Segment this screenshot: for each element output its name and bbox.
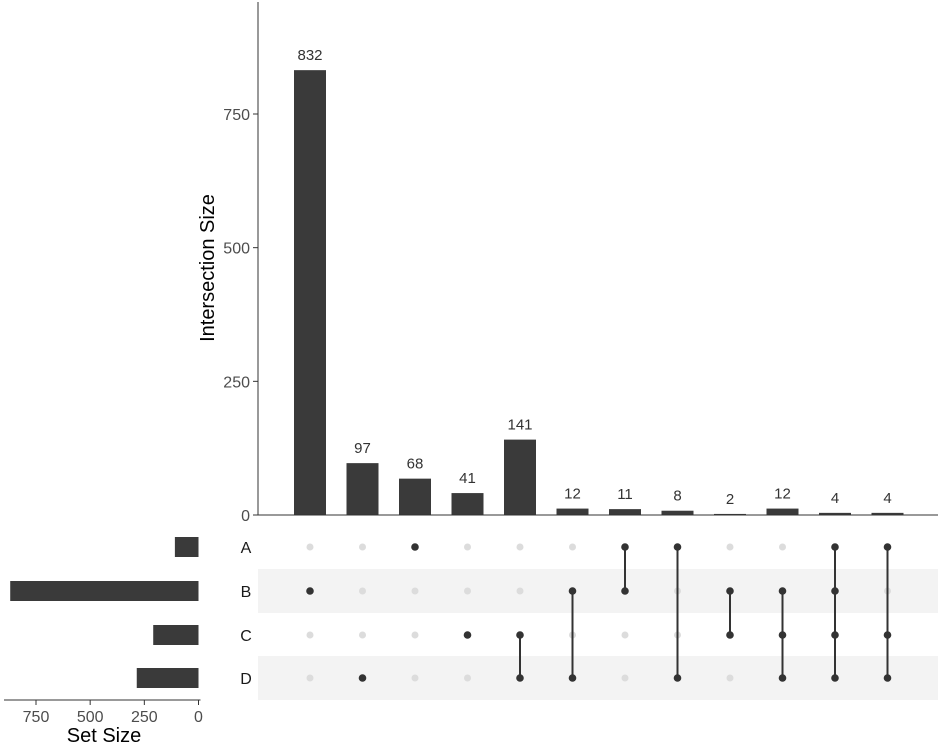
matrix-dot-active — [673, 674, 682, 682]
matrix-dot-inactive — [779, 543, 786, 551]
matrix-dot-active — [516, 674, 524, 682]
intersection-bar-label: 12 — [564, 486, 581, 503]
matrix-dot-inactive — [359, 543, 366, 551]
intersection-bar — [661, 510, 694, 515]
matrix-dot-inactive — [306, 543, 314, 551]
intersection-bar-label: 8 — [673, 488, 681, 505]
intersection-bar-label: 12 — [774, 486, 791, 503]
matrix-dot-active — [883, 631, 892, 639]
matrix-dot-active — [726, 631, 734, 639]
set-label-B: B — [241, 584, 252, 601]
intersection-bar-label: 97 — [354, 440, 371, 457]
matrix-dot-inactive — [516, 543, 524, 551]
intersection-bar-label: 2 — [726, 491, 734, 508]
set-size-tick-label: 500 — [77, 709, 104, 726]
matrix-dot-active — [726, 587, 734, 595]
intersection-bar — [294, 70, 326, 515]
intersection-bars — [294, 70, 904, 515]
intersection-bar-label: 4 — [883, 490, 891, 507]
set-size-bars — [10, 537, 199, 688]
matrix-dot-active — [831, 543, 839, 551]
matrix-dot-active — [621, 587, 629, 595]
set-size-axis: Set Size 750 500 250 0 — [4, 699, 203, 744]
intersection-bar — [346, 463, 379, 515]
matrix-dot-active — [306, 587, 314, 595]
matrix-dot-active — [778, 674, 787, 682]
intersection-bar-labels: 832 97 68 41 141 12 11 8 2 12 4 4 — [297, 47, 891, 508]
matrix-dot-inactive — [621, 631, 629, 639]
matrix-dot-active — [883, 674, 892, 682]
matrix-stripe-B — [258, 569, 938, 613]
matrix-dot-active — [831, 587, 839, 595]
y-axis: Intersection Size 0 250 500 750 — [197, 2, 938, 525]
intersection-bar — [871, 512, 904, 515]
matrix-dot-inactive — [306, 674, 314, 682]
y-axis-title: Intersection Size — [197, 194, 219, 342]
matrix-dot-inactive — [516, 587, 524, 595]
y-tick-label: 750 — [223, 107, 250, 124]
intersection-bar-label: 41 — [459, 470, 476, 487]
matrix-dot-active — [778, 587, 787, 595]
matrix-dot-inactive — [464, 674, 471, 682]
matrix-dot-active — [621, 543, 629, 551]
set-size-bar-A — [174, 537, 199, 557]
matrix-stripe-D — [258, 656, 938, 700]
y-tick-label: 0 — [241, 508, 250, 525]
intersection-bar-label: 832 — [297, 47, 322, 64]
matrix-dot-inactive — [726, 543, 734, 551]
matrix-dot-active — [358, 674, 367, 682]
intersection-bar-label: 141 — [507, 417, 532, 434]
set-label-A: A — [241, 540, 252, 557]
matrix-dot-inactive — [306, 631, 314, 639]
matrix-dot-inactive — [359, 587, 366, 595]
matrix-dot-inactive — [359, 631, 366, 639]
matrix-dot-active — [883, 543, 892, 551]
y-tick-label: 250 — [223, 374, 250, 391]
set-size-tick-label: 750 — [23, 709, 50, 726]
intersection-bar — [714, 513, 746, 515]
intersection-bar-label: 4 — [831, 490, 839, 507]
matrix-dot-inactive — [726, 674, 734, 682]
set-size-bar-B — [10, 581, 199, 601]
y-tick-label: 500 — [223, 241, 250, 258]
set-label-D: D — [240, 671, 252, 688]
matrix-dot-active — [673, 543, 682, 551]
intersection-bar — [399, 478, 431, 515]
set-size-bar-C — [153, 625, 199, 645]
set-size-bar-D — [136, 668, 199, 688]
matrix-dot-inactive — [569, 543, 576, 551]
matrix-dot-active — [516, 631, 524, 639]
matrix-dot-inactive — [411, 587, 419, 595]
set-size-tick-label: 250 — [131, 709, 158, 726]
matrix-dot-active — [411, 543, 419, 551]
matrix-stripes — [258, 569, 938, 700]
intersection-matrix — [306, 543, 892, 682]
matrix-dot-inactive — [411, 631, 419, 639]
intersection-bar-label: 68 — [407, 456, 424, 473]
intersection-bar — [766, 508, 799, 515]
intersection-bar — [819, 512, 851, 515]
set-labels: A B C D — [240, 540, 252, 688]
set-label-C: C — [240, 628, 252, 645]
matrix-dot-active — [568, 674, 577, 682]
intersection-bar — [609, 509, 641, 515]
intersection-bar — [556, 508, 589, 515]
matrix-dot-inactive — [464, 587, 471, 595]
matrix-dot-inactive — [464, 543, 471, 551]
set-size-tick-label: 0 — [194, 709, 203, 726]
intersection-bar-label: 11 — [617, 486, 633, 503]
matrix-dot-active — [831, 674, 839, 682]
matrix-dot-active — [568, 587, 577, 595]
matrix-dot-active — [463, 631, 472, 639]
matrix-dot-active — [778, 631, 787, 639]
intersection-bar — [451, 493, 484, 515]
matrix-dot-inactive — [411, 674, 419, 682]
intersection-bar — [504, 439, 536, 515]
matrix-dot-active — [831, 631, 839, 639]
matrix-dot-inactive — [621, 674, 629, 682]
set-size-axis-title: Set Size — [67, 725, 141, 744]
